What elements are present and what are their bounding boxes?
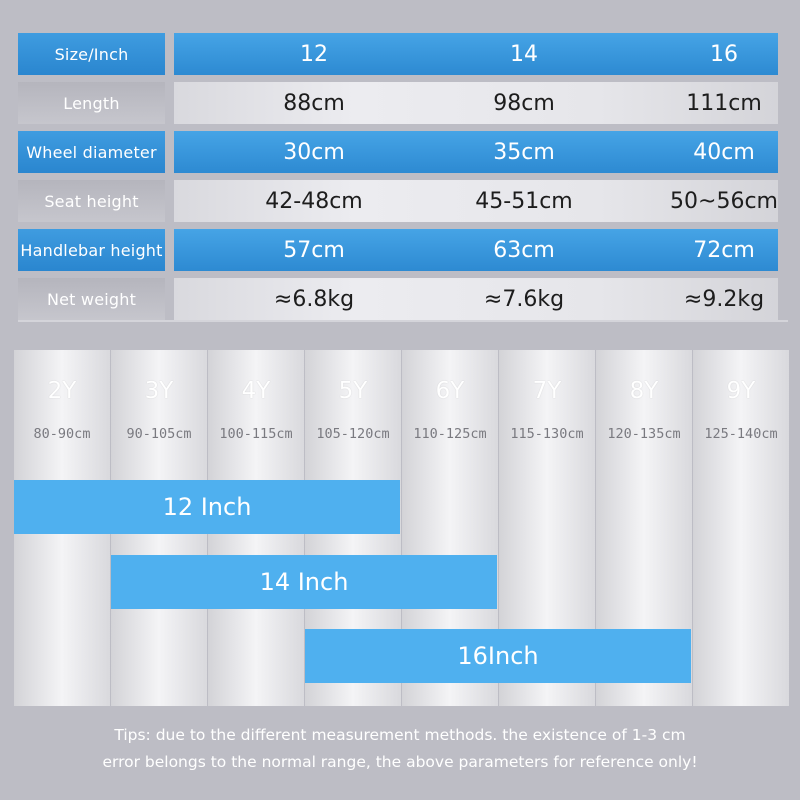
age-label: 8Y xyxy=(629,378,659,404)
header-value-14: 14 xyxy=(510,41,538,67)
row-values: ≈6.8kg ≈7.6kg ≈9.2kg xyxy=(174,278,778,320)
height-range: 105-120cm xyxy=(316,426,390,442)
height-range: 115-130cm xyxy=(510,426,584,442)
row-value: 35cm xyxy=(493,139,555,165)
row-value: 50~56cm xyxy=(670,188,778,214)
header-values: 12 14 16 xyxy=(174,33,778,75)
row-value: ≈7.6kg xyxy=(483,286,565,312)
spec-row-net-weight: Net weight ≈6.8kg ≈7.6kg ≈9.2kg xyxy=(18,278,788,320)
row-label: Length xyxy=(18,82,165,124)
tips-line-2: error belongs to the normal range, the a… xyxy=(102,753,698,771)
spec-row-length: Length 88cm 98cm 111cm xyxy=(18,82,788,124)
height-range: 110-125cm xyxy=(413,426,487,442)
row-value: 111cm xyxy=(686,90,762,116)
header-value-12: 12 xyxy=(300,41,328,67)
row-label: Net weight xyxy=(18,278,165,320)
row-value: 30cm xyxy=(283,139,345,165)
row-values: 30cm 35cm 40cm xyxy=(174,131,778,173)
row-label: Seat height xyxy=(18,180,165,222)
header-value-16: 16 xyxy=(710,41,738,67)
row-value: 88cm xyxy=(283,90,345,116)
age-label: 5Y xyxy=(338,378,368,404)
spec-row-wheel-diameter: Wheel diameter 30cm 35cm 40cm xyxy=(18,131,788,173)
row-value: 45-51cm xyxy=(475,188,573,214)
age-size-chart: 2Y 80-90cm 3Y 90-105cm 4Y 100-115cm 5Y 1… xyxy=(14,350,789,706)
header-label: Size/Inch xyxy=(18,33,165,75)
row-value: 63cm xyxy=(493,237,555,263)
header-row: Size/Inch 12 14 16 xyxy=(18,33,788,75)
size-bar-16-inch: 16Inch xyxy=(305,629,691,683)
size-bar-12-inch: 12 Inch xyxy=(14,480,400,534)
row-values: 88cm 98cm 111cm xyxy=(174,82,778,124)
size-bar-14-inch: 14 Inch xyxy=(111,555,497,609)
age-label: 2Y xyxy=(47,378,77,404)
age-label: 4Y xyxy=(241,378,271,404)
tips-line-1: Tips: due to the different measurement m… xyxy=(114,726,686,744)
height-range: 100-115cm xyxy=(219,426,293,442)
row-value: ≈9.2kg xyxy=(683,286,765,312)
age-column: 9Y 125-140cm xyxy=(693,350,789,706)
row-value: 72cm xyxy=(693,237,755,263)
row-value: 42-48cm xyxy=(265,188,363,214)
row-label: Handlebar height xyxy=(18,229,165,271)
age-label: 9Y xyxy=(726,378,756,404)
spec-row-seat-height: Seat height 42-48cm 45-51cm 50~56cm xyxy=(18,180,788,222)
age-label: 3Y xyxy=(144,378,174,404)
tips-note: Tips: due to the different measurement m… xyxy=(0,722,800,776)
row-values: 57cm 63cm 72cm xyxy=(174,229,778,271)
height-range: 80-90cm xyxy=(33,426,91,442)
row-value: ≈6.8kg xyxy=(273,286,355,312)
age-label: 7Y xyxy=(532,378,562,404)
spec-table: Size/Inch 12 14 16 Length 88cm 98cm 111c… xyxy=(18,33,788,327)
row-label: Wheel diameter xyxy=(18,131,165,173)
row-value: 57cm xyxy=(283,237,345,263)
height-range: 120-135cm xyxy=(607,426,681,442)
row-value: 40cm xyxy=(693,139,755,165)
table-divider xyxy=(18,320,788,322)
height-range: 125-140cm xyxy=(704,426,778,442)
age-label: 6Y xyxy=(435,378,465,404)
spec-row-handlebar-height: Handlebar height 57cm 63cm 72cm xyxy=(18,229,788,271)
height-range: 90-105cm xyxy=(126,426,192,442)
row-value: 98cm xyxy=(493,90,555,116)
row-values: 42-48cm 45-51cm 50~56cm xyxy=(174,180,778,222)
